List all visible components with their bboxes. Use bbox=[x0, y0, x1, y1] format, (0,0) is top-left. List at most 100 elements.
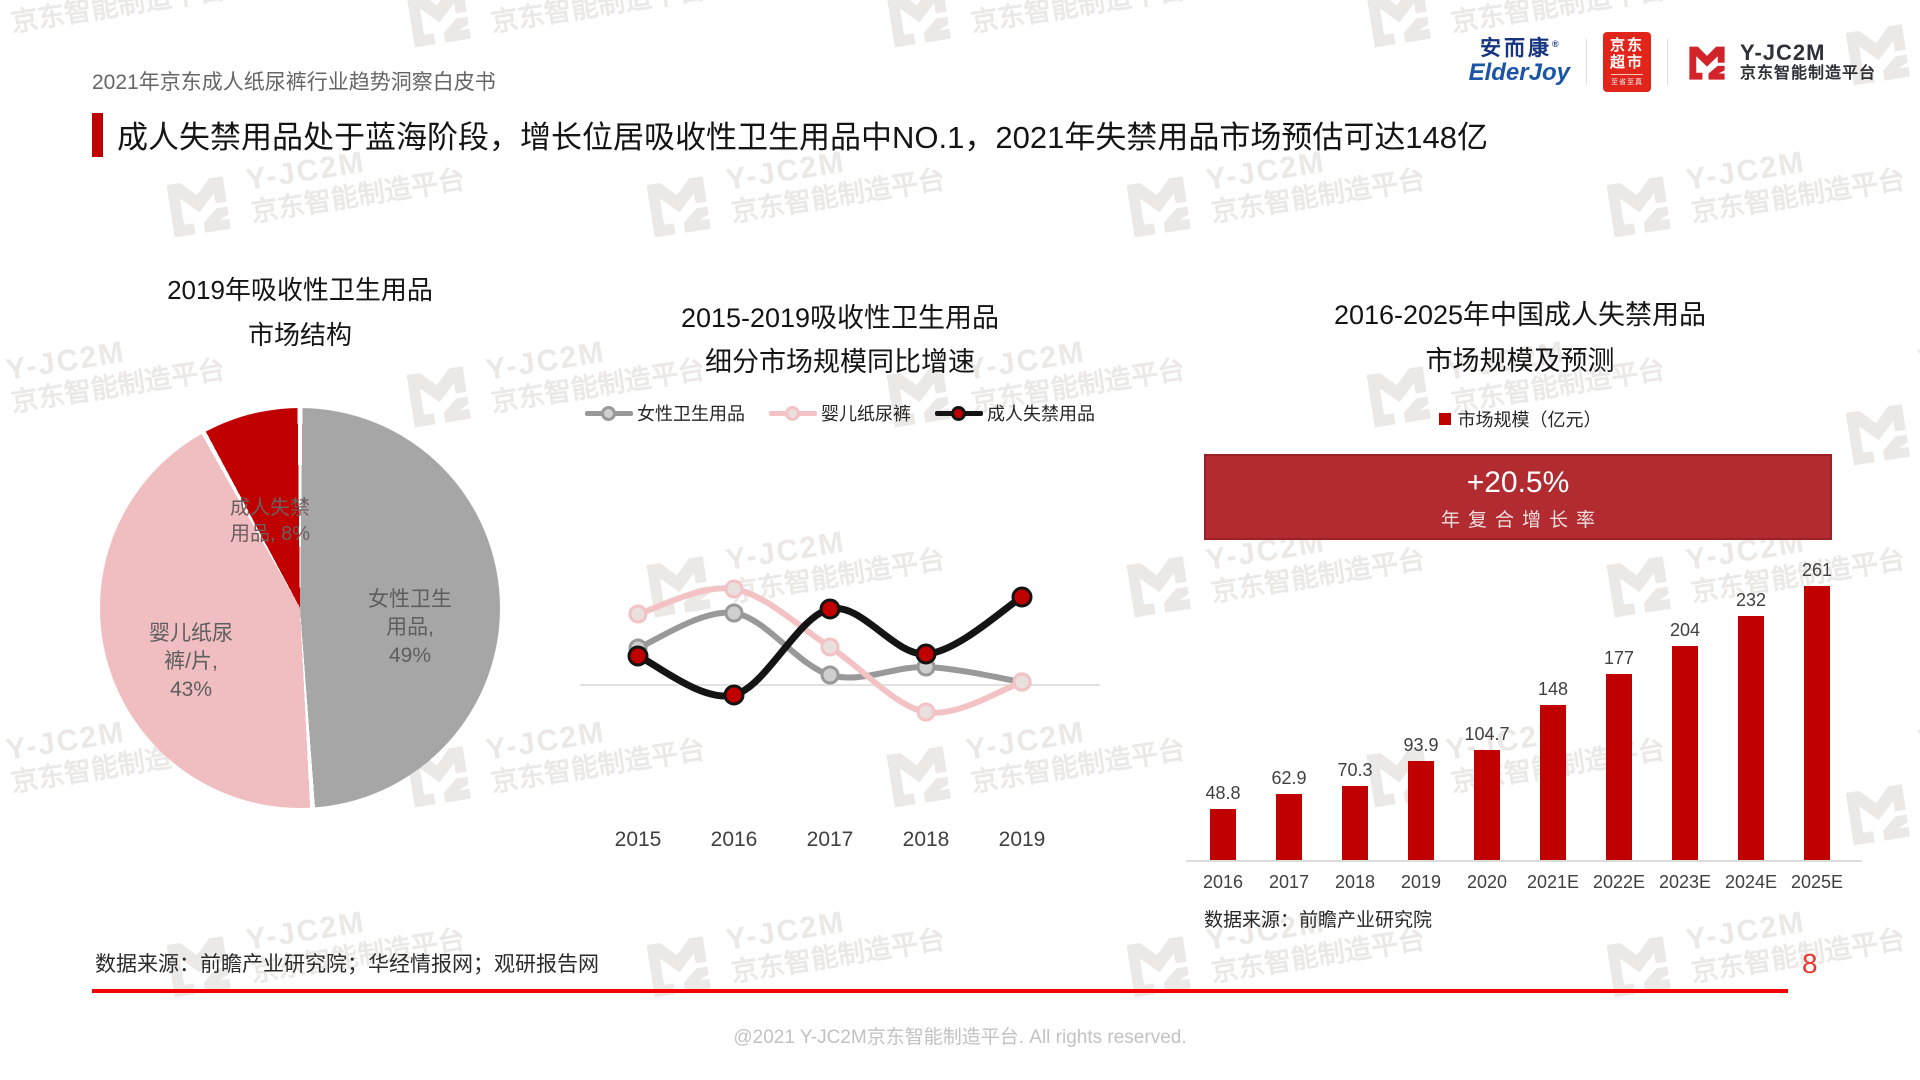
pie-label-line: 婴儿纸尿 bbox=[149, 622, 233, 645]
bar-chart-legend: 市场规模（亿元） bbox=[1190, 406, 1850, 432]
bar-category-label: 2020 bbox=[1466, 872, 1508, 892]
bar-chart-title: 2016-2025年中国成人失禁用品 市场规模及预测 bbox=[1190, 292, 1850, 384]
bar-chart-baseline bbox=[1186, 860, 1862, 862]
legend-item: 女性卫生用品 bbox=[585, 400, 745, 426]
footer-source: 数据来源：前瞻产业研究院；华经情报网；观研报告网 bbox=[95, 953, 599, 976]
yjc2m-name-label: Y-JC2M bbox=[1739, 40, 1826, 66]
pie-label-line: 43% bbox=[169, 678, 213, 701]
bar-chart-category-axis: 2016 2017 2018 2019 2020 2021E 2022E 2023E 2024E… bbox=[1190, 872, 1850, 893]
yjc2m-logo-icon bbox=[1684, 42, 1730, 82]
bar-column: 70.3 bbox=[1322, 760, 1388, 860]
jd-logo-line2: 超市 bbox=[1609, 54, 1644, 71]
bar bbox=[1342, 786, 1368, 860]
yjc2m-logo: Y-JC2M 京东智能制造平台 bbox=[1684, 40, 1876, 84]
data-point-marker bbox=[915, 643, 937, 665]
bar-column: 261 bbox=[1784, 560, 1850, 860]
legend-dot bbox=[785, 405, 800, 421]
legend-label: 女性卫生用品 bbox=[637, 404, 745, 424]
x-tick-label: 2016 bbox=[711, 828, 758, 851]
jd-logo-slogan: 至省至真 bbox=[1610, 74, 1643, 87]
bar-category-label: 2024E bbox=[1724, 872, 1778, 892]
registered-mark-icon: ® bbox=[1551, 39, 1559, 50]
line-chart-title: 2015-2019吸收性卫生用品 细分市场规模同比增速 bbox=[560, 296, 1120, 384]
bar-value-label: 232 bbox=[1735, 590, 1767, 610]
data-point-marker bbox=[1011, 586, 1033, 608]
pie-label-line: 裤/片, bbox=[164, 650, 218, 673]
elderjoy-en-label: ElderJoy bbox=[1468, 59, 1570, 87]
cagr-banner: +20.5% 年复合增长率 bbox=[1204, 454, 1832, 540]
bar-category-label: 2022E bbox=[1592, 872, 1646, 892]
pie-label-baby-diapers: 婴儿纸尿裤/片, 43% bbox=[121, 620, 261, 704]
data-point-marker bbox=[628, 604, 648, 624]
bar-category-label: 2019 bbox=[1400, 872, 1442, 892]
legend-swatch-icon bbox=[1438, 413, 1451, 425]
data-point-marker bbox=[627, 645, 649, 667]
jd-supermarket-logo: 京东 超市 至省至真 bbox=[1602, 32, 1651, 92]
pie-chart-title: 2019年吸收性卫生用品 市场结构 bbox=[90, 268, 510, 358]
bar-column: 232 bbox=[1718, 590, 1784, 860]
bar bbox=[1210, 809, 1236, 860]
data-point-marker bbox=[819, 598, 841, 620]
page-title-row: 成人失禁用品处于蓝海阶段，增长位居吸收性卫生用品中NO.1，2021年失禁用品市… bbox=[92, 112, 1488, 157]
bar-value-label: 261 bbox=[1801, 560, 1833, 580]
bar-value-label: 48.8 bbox=[1205, 783, 1241, 803]
jd-logo-line1: 京东 bbox=[1609, 37, 1644, 54]
legend-dot bbox=[951, 405, 966, 421]
bar bbox=[1276, 794, 1302, 860]
bar-value-label: 70.3 bbox=[1337, 760, 1373, 780]
data-point-marker bbox=[1012, 672, 1032, 692]
copyright: @2021 Y-JC2M京东智能制造平台. All rights reserve… bbox=[733, 1027, 1187, 1048]
legend-line-marker-icon bbox=[935, 405, 983, 421]
pie-label-line: 成人失禁 bbox=[230, 497, 310, 519]
pie-label-line: 女性卫生 bbox=[368, 588, 452, 611]
data-point-marker bbox=[724, 579, 744, 599]
bar-category-label: 2016 bbox=[1202, 872, 1244, 892]
line-chart: 2015 2016 2017 2018 2019 bbox=[580, 579, 1100, 851]
data-point-marker bbox=[916, 702, 936, 722]
bar-value-label: 177 bbox=[1603, 648, 1635, 668]
bar bbox=[1408, 761, 1434, 860]
legend-item: 婴儿纸尿裤 bbox=[769, 400, 911, 426]
bar bbox=[1606, 674, 1632, 860]
pie-title-line1: 2019年吸收性卫生用品 bbox=[167, 275, 433, 305]
pie-label-line: 用品, 8% bbox=[229, 523, 311, 545]
line-chart-legend: 女性卫生用品 婴儿纸尿裤 成人失禁用品 bbox=[556, 400, 1124, 426]
bar-category-label: 2017 bbox=[1268, 872, 1310, 892]
bar-column: 204 bbox=[1652, 620, 1718, 860]
legend-item: 成人失禁用品 bbox=[935, 400, 1095, 426]
logo-divider bbox=[1666, 39, 1668, 85]
bar bbox=[1738, 616, 1764, 860]
pie-title-line2: 市场结构 bbox=[247, 320, 352, 350]
bar-legend-label: 市场规模（亿元） bbox=[1457, 410, 1602, 430]
bar-category-label: 2021E bbox=[1526, 872, 1580, 892]
bar bbox=[1804, 586, 1830, 860]
line-title-line1: 2015-2019吸收性卫生用品 bbox=[680, 303, 1000, 333]
pie-label-adult-incontinence: 成人失禁用品, 8% bbox=[200, 495, 340, 547]
logo-divider bbox=[1585, 39, 1587, 85]
x-tick-label: 2019 bbox=[999, 828, 1046, 851]
legend-line-marker-icon bbox=[769, 405, 817, 421]
legend-label: 婴儿纸尿裤 bbox=[821, 404, 911, 424]
x-tick-label: 2015 bbox=[615, 828, 662, 851]
cagr-value: +20.5% bbox=[1466, 466, 1570, 499]
doc-title: 2021年京东成人纸尿裤行业趋势洞察白皮书 bbox=[92, 71, 496, 94]
bar-category-label: 2025E bbox=[1790, 872, 1844, 892]
bar-chart-source: 数据来源：前瞻产业研究院 bbox=[1204, 910, 1433, 931]
bar-value-label: 93.9 bbox=[1403, 735, 1439, 755]
legend-line-marker-icon bbox=[585, 405, 633, 421]
bar-column: 104.7 bbox=[1454, 724, 1520, 860]
data-point-marker bbox=[723, 684, 745, 706]
bar-column: 177 bbox=[1586, 648, 1652, 860]
cagr-caption: 年复合增长率 bbox=[1440, 510, 1603, 531]
line-title-line2: 细分市场规模同比增速 bbox=[705, 347, 975, 377]
bar-column: 62.9 bbox=[1256, 768, 1322, 860]
bar bbox=[1474, 750, 1500, 860]
bar-category-label: 2018 bbox=[1334, 872, 1376, 892]
bar bbox=[1672, 646, 1698, 860]
pie-label-line: 用品, bbox=[386, 616, 434, 639]
data-point-marker bbox=[820, 637, 840, 657]
bar-value-label: 204 bbox=[1669, 620, 1701, 640]
yjc2m-sub-label: 京东智能制造平台 bbox=[1739, 65, 1876, 83]
footer-rule bbox=[92, 989, 1788, 993]
